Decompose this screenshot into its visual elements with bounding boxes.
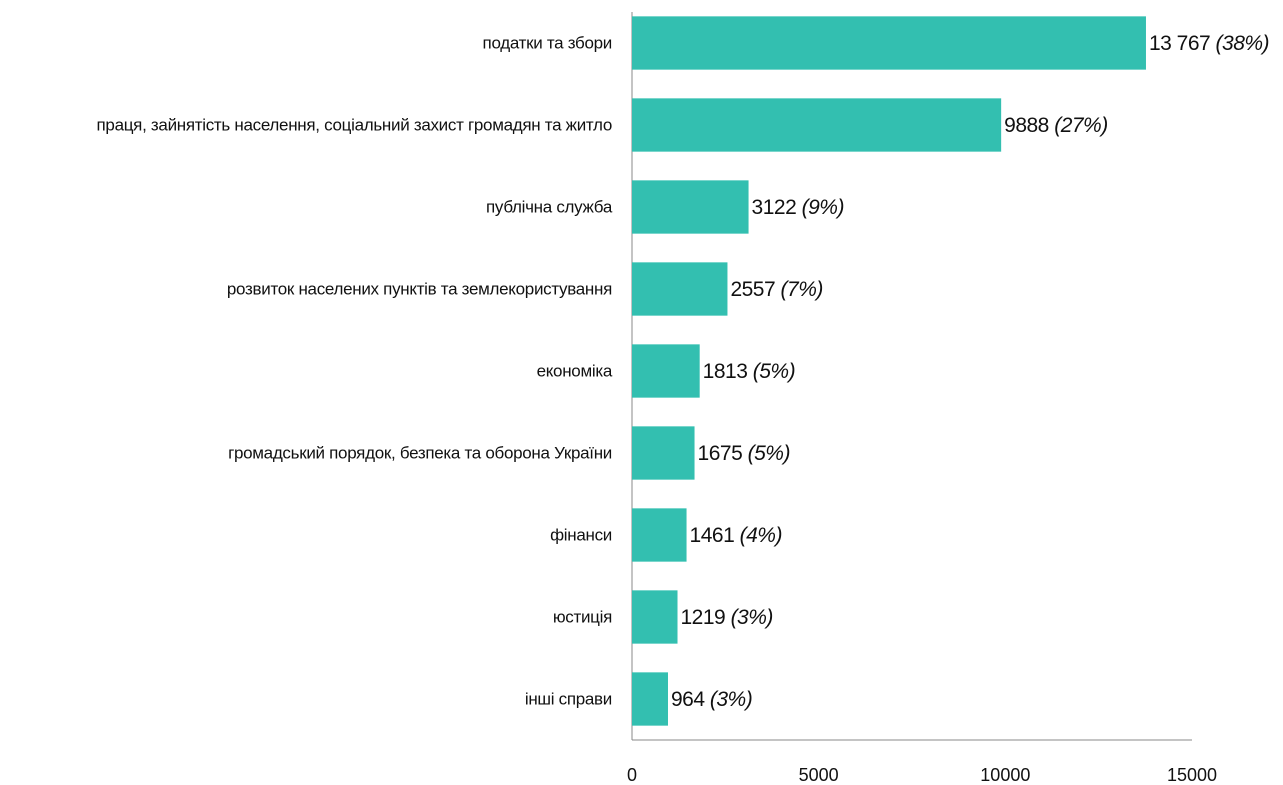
data-label: 2557 (7%) — [730, 278, 822, 301]
data-label: 3122 (9%) — [752, 196, 844, 219]
share-label: (5%) — [753, 360, 795, 383]
data-label: 1813 (5%) — [703, 360, 795, 383]
bar — [632, 98, 1002, 152]
category-label: праця, зайнятість населення, соціальний … — [97, 115, 612, 134]
data-label: 9888 (27%) — [1004, 114, 1108, 137]
category-label: юстиція — [553, 607, 612, 626]
category-label: громадський порядок, безпека та оборона … — [228, 443, 612, 462]
value-label: 1813 — [703, 360, 748, 383]
x-tick-label: 5000 — [799, 765, 839, 785]
share-label: (38%) — [1216, 32, 1270, 55]
bar — [632, 672, 668, 726]
share-label: (3%) — [731, 606, 773, 629]
share-label: (9%) — [802, 196, 844, 219]
bar — [632, 344, 700, 398]
bar — [632, 508, 687, 562]
x-tick-label: 15000 — [1167, 765, 1217, 785]
bar — [632, 590, 678, 644]
bar — [632, 180, 749, 234]
category-label: фінанси — [550, 525, 612, 544]
share-label: (4%) — [740, 524, 782, 547]
value-label: 1675 — [698, 442, 743, 465]
data-label: 1675 (5%) — [698, 442, 790, 465]
bar — [632, 16, 1146, 70]
value-label: 9888 — [1004, 114, 1049, 137]
share-label: (7%) — [781, 278, 823, 301]
data-label: 13 767 (38%) — [1149, 32, 1269, 55]
bar — [632, 426, 695, 480]
value-label: 1461 — [690, 524, 735, 547]
category-label: розвиток населених пунктів та землекорис… — [227, 279, 612, 298]
category-label: економіка — [537, 361, 613, 380]
bar — [632, 262, 728, 316]
value-label: 1219 — [681, 606, 726, 629]
data-label: 964 (3%) — [671, 688, 752, 711]
data-label: 1219 (3%) — [681, 606, 773, 629]
value-label: 2557 — [730, 278, 775, 301]
x-tick-label: 10000 — [980, 765, 1030, 785]
category-label: податки та збори — [483, 33, 612, 52]
data-label: 1461 (4%) — [690, 524, 782, 547]
x-tick-label: 0 — [627, 765, 637, 785]
category-label: публічна служба — [486, 197, 613, 216]
share-label: (5%) — [748, 442, 790, 465]
share-label: (3%) — [710, 688, 752, 711]
value-label: 3122 — [752, 196, 797, 219]
value-label: 964 — [671, 688, 705, 711]
value-label: 13 767 — [1149, 32, 1210, 55]
share-label: (27%) — [1054, 114, 1108, 137]
category-label: інші справи — [525, 689, 612, 708]
